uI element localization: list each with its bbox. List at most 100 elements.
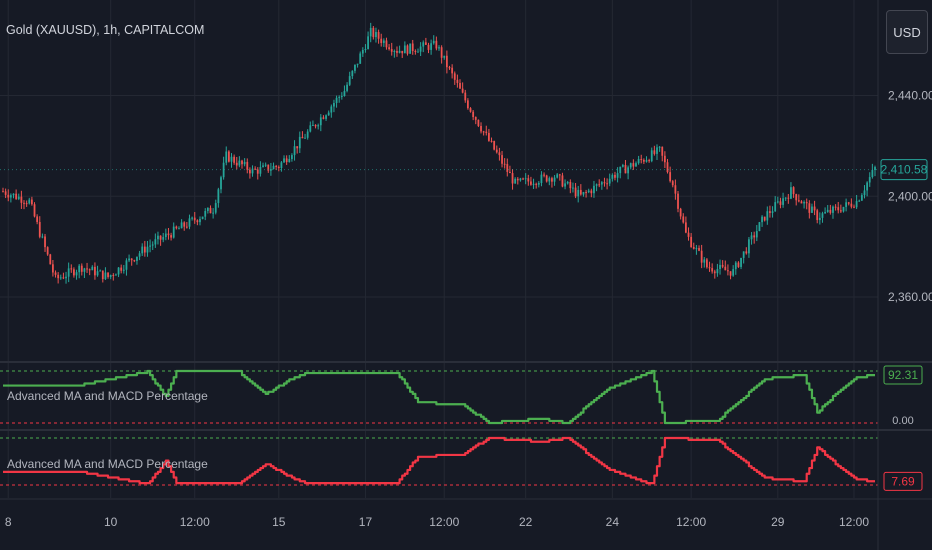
candlestick-series [0, 22, 878, 284]
candle-body [314, 124, 317, 127]
candle-body [67, 268, 70, 277]
candle-body [251, 168, 254, 174]
candle-body [527, 178, 530, 182]
candle-body [779, 201, 782, 205]
candle-body [629, 163, 632, 168]
candle-body [839, 210, 842, 212]
candle-body [585, 192, 587, 194]
candle-body [117, 267, 120, 275]
candle-body [241, 160, 243, 165]
candle-body [401, 50, 404, 54]
candle-body [556, 174, 559, 178]
candle-body [845, 202, 848, 207]
candle-body [729, 271, 732, 276]
candle-body [424, 42, 427, 45]
candle-body [818, 217, 821, 221]
indicator-1-zero-label: 0.00 [892, 415, 913, 427]
candle-body [201, 216, 204, 219]
candle-body [128, 258, 130, 261]
candle-body [196, 220, 199, 223]
candle-body [732, 269, 735, 276]
candle-body [871, 169, 874, 178]
candle-body [464, 92, 467, 101]
candle-body [388, 47, 390, 50]
candle-body [369, 27, 372, 37]
candle-body [656, 147, 658, 154]
candle-body [566, 181, 569, 184]
candle-body [409, 43, 412, 54]
candle-body [742, 251, 745, 258]
candle-body [149, 245, 151, 247]
candle-body [776, 201, 779, 203]
candle-body [275, 165, 278, 167]
currency-button[interactable]: USD [886, 10, 928, 54]
candle-body [734, 262, 737, 270]
x-tick-label: 8 [5, 515, 12, 529]
candle-body [616, 173, 619, 178]
candle-body [319, 117, 322, 126]
candle-body [488, 132, 490, 141]
candle-body [748, 239, 750, 254]
candle-body [133, 260, 136, 262]
candle-body [703, 259, 706, 263]
candle-body [595, 184, 598, 186]
candle-body [472, 111, 475, 118]
candle-body [624, 164, 627, 174]
candle-body [763, 216, 766, 221]
candle-body [782, 198, 784, 205]
candle-body [792, 187, 795, 195]
candle-body [377, 32, 380, 39]
candle-body [393, 50, 396, 52]
candle-body [209, 207, 212, 214]
candle-body [708, 267, 711, 269]
candle-body [666, 162, 669, 173]
candle-body [640, 159, 643, 161]
candle-body [351, 70, 354, 77]
candle-body [677, 193, 679, 209]
candle-body [858, 200, 861, 202]
indicator-2-value-tag [883, 471, 923, 491]
candle-body [509, 171, 511, 174]
candle-body [674, 185, 677, 194]
candle-body [443, 55, 446, 58]
candle-body [663, 155, 666, 163]
candle-body [188, 218, 191, 227]
x-tick-label: 24 [606, 515, 620, 529]
candle-body [403, 45, 406, 54]
indicator-1-value-tag [883, 365, 923, 385]
x-tick-label: 22 [519, 515, 533, 529]
candle-body [590, 190, 593, 194]
candle-body [687, 232, 690, 237]
candle-body [453, 73, 456, 80]
candle-body [466, 100, 469, 109]
candle-body [9, 195, 12, 198]
candle-body [125, 260, 128, 270]
candle-body [143, 246, 146, 253]
candle-body [800, 201, 803, 204]
candle-body [695, 248, 698, 250]
candle-body [120, 267, 123, 271]
candle-body [99, 270, 102, 272]
candle-body [826, 209, 829, 212]
x-tick-label: 12:00 [676, 515, 706, 529]
candle-body [427, 44, 430, 50]
candle-body [737, 262, 740, 267]
candle-body [309, 125, 312, 132]
candle-body [151, 244, 154, 246]
candle-body [70, 268, 73, 270]
candle-body [298, 136, 301, 149]
candle-body [422, 42, 425, 47]
candle-body [868, 177, 871, 183]
candle-body [727, 270, 729, 272]
candle-body [784, 197, 787, 199]
candle-body [380, 38, 383, 43]
candle-body [561, 175, 564, 187]
candle-body [359, 53, 362, 64]
candle-body [291, 155, 293, 159]
candle-body [469, 108, 472, 112]
candle-body [603, 182, 606, 184]
x-tick-label: 29 [771, 515, 785, 529]
candle-body [217, 189, 220, 204]
